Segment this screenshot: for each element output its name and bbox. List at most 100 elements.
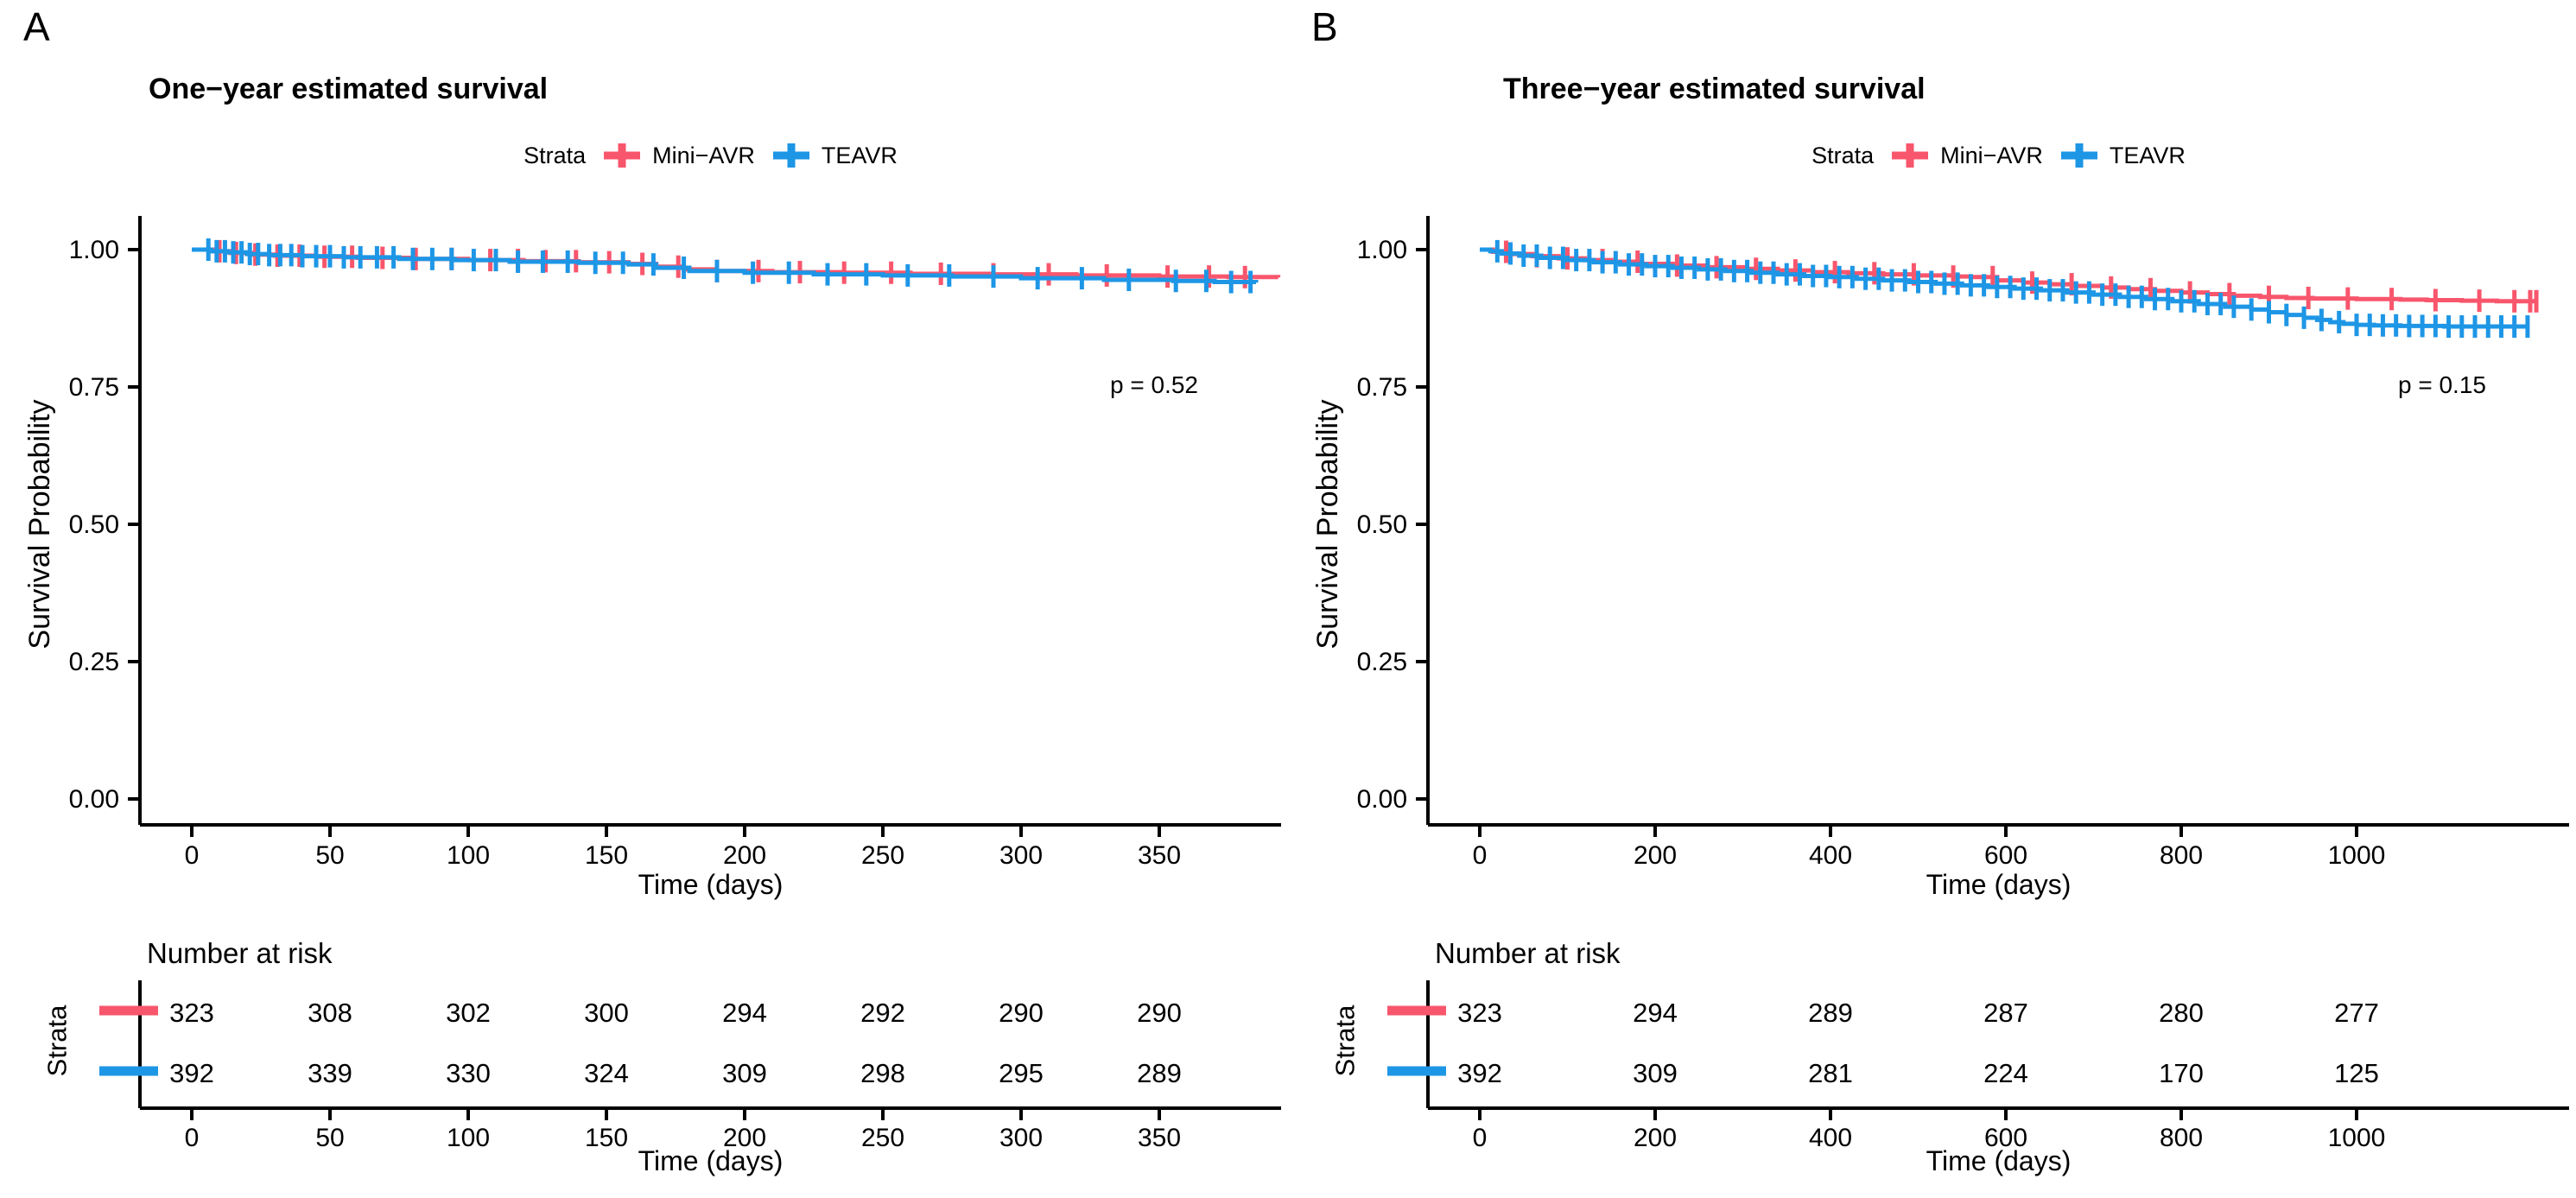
mini-avr-key-icon	[1892, 143, 1929, 168]
risk-count-teavr: 295	[999, 1058, 1044, 1088]
y-tick-label: 0.75	[1357, 373, 1407, 402]
y-tick-label: 0.25	[1357, 648, 1407, 676]
risk-count-teavr: 281	[1808, 1058, 1853, 1088]
risk-count-mini-avr: 277	[2334, 998, 2379, 1028]
legend-title: Strata	[1811, 142, 1875, 168]
plot-title-b: Three−year estimated survival	[1503, 73, 1926, 105]
x-tick-label: 150	[585, 841, 628, 870]
x-tick-label: 400	[1809, 841, 1852, 870]
risk-count-teavr: 330	[446, 1058, 491, 1088]
x-axis-title-a: Time (days)	[638, 869, 784, 900]
risk-count-mini-avr: 294	[1633, 998, 1678, 1028]
risk-x-tick-label: 300	[999, 1124, 1043, 1152]
x-tick-label: 100	[447, 841, 490, 870]
risk-x-tick-label: 0	[1473, 1124, 1488, 1152]
legend-label-teavr: TEAVR	[2109, 142, 2186, 168]
y-tick-label: 0.00	[1357, 785, 1407, 814]
risk-count-mini-avr: 323	[169, 998, 214, 1028]
x-tick-label: 200	[723, 841, 766, 870]
risk-row-key-teavr	[1387, 1066, 1446, 1076]
legend-item-mini-avr: Mini−AVR	[1891, 143, 2043, 169]
risk-table-header-b: Number at risk	[1435, 937, 1621, 969]
x-tick-label: 0	[1473, 841, 1488, 870]
risk-x-tick-label: 0	[185, 1124, 200, 1152]
risk-count-teavr: 125	[2334, 1058, 2379, 1088]
risk-count-mini-avr: 323	[1457, 998, 1502, 1028]
risk-count-mini-avr: 290	[999, 998, 1044, 1028]
risk-count-mini-avr: 280	[2159, 998, 2204, 1028]
x-tick-label: 250	[861, 841, 904, 870]
y-tick-label: 1.00	[69, 236, 119, 264]
risk-row-key-mini-avr	[1387, 1005, 1446, 1016]
risk-count-teavr: 392	[169, 1058, 214, 1088]
risk-count-teavr: 339	[308, 1058, 352, 1088]
legend-item-teavr: TEAVR	[772, 143, 898, 169]
risk-x-tick-label: 1000	[2328, 1124, 2386, 1152]
y-tick-label: 0.00	[69, 785, 119, 814]
risk-count-teavr: 224	[1983, 1058, 2028, 1088]
risk-count-teavr: 324	[584, 1058, 629, 1088]
legend-title: Strata	[523, 142, 587, 168]
legend-label-teavr: TEAVR	[821, 142, 898, 168]
risk-strata-label-b: Strata	[1329, 1005, 1361, 1077]
teavr-key-icon	[772, 143, 809, 168]
x-tick-label: 600	[1984, 841, 2027, 870]
risk-x-tick-label: 250	[861, 1124, 904, 1152]
risk-count-teavr: 309	[722, 1058, 767, 1088]
risk-count-teavr: 170	[2159, 1058, 2204, 1088]
y-tick-label: 0.50	[69, 510, 119, 539]
risk-count-mini-avr: 289	[1808, 998, 1853, 1028]
y-tick-label: 1.00	[1357, 236, 1407, 264]
panel-letter-a: A	[23, 4, 50, 49]
p-value-b: p = 0.15	[2398, 371, 2486, 398]
risk-count-mini-avr: 290	[1137, 998, 1182, 1028]
teavr-key-icon	[2060, 143, 2097, 168]
km-plot-a: 1.00 0.75 0.50 0.25 0.00 0 50 100 150 200 250 300 35…	[69, 216, 1281, 1152]
mini-avr-key-icon	[604, 143, 641, 168]
plot-title-a: One−year estimated survival	[149, 73, 549, 105]
risk-x-axis-title-a: Time (days)	[638, 1145, 784, 1176]
x-tick-label: 200	[1634, 841, 1677, 870]
x-axis-title-b: Time (days)	[1926, 869, 2072, 900]
x-tick-label: 0	[185, 841, 200, 870]
risk-x-tick-label: 50	[315, 1124, 344, 1152]
risk-count-mini-avr: 292	[860, 998, 905, 1028]
risk-x-tick-label: 200	[1634, 1124, 1677, 1152]
x-tick-label: 1000	[2328, 841, 2386, 870]
legend-item-mini-avr: Mini−AVR	[603, 143, 755, 169]
panel-letter-b: B	[1311, 4, 1338, 49]
risk-count-mini-avr: 287	[1983, 998, 2028, 1028]
risk-x-tick-label: 200	[723, 1124, 766, 1152]
panel-b: B Three−year estimated survival Strata M…	[1288, 0, 2576, 1198]
risk-count-mini-avr: 294	[722, 998, 767, 1028]
y-tick-label: 0.75	[69, 373, 119, 402]
risk-x-tick-label: 400	[1809, 1124, 1852, 1152]
panel-a: A One−year estimated survival Strata Min…	[23, 4, 1281, 1176]
x-tick-label: 350	[1138, 841, 1181, 870]
km-curve-teavr	[1480, 247, 2528, 329]
legend-item-teavr: TEAVR	[2060, 143, 2186, 169]
km-curve-mini-avr	[192, 247, 1281, 280]
risk-x-axis-title-b: Time (days)	[1926, 1145, 2072, 1176]
p-value-a: p = 0.52	[1110, 371, 1198, 398]
risk-count-teavr: 289	[1137, 1058, 1182, 1088]
risk-x-tick-label: 800	[2160, 1124, 2203, 1152]
x-tick-label: 50	[315, 841, 344, 870]
risk-x-tick-label: 100	[447, 1124, 490, 1152]
risk-x-tick-label: 350	[1138, 1124, 1181, 1152]
risk-x-tick-label: 600	[1984, 1124, 2027, 1152]
y-tick-label: 0.50	[1357, 510, 1407, 539]
risk-count-teavr: 298	[860, 1058, 905, 1088]
risk-strata-label-a: Strata	[41, 1005, 73, 1077]
risk-x-tick-label: 150	[585, 1124, 628, 1152]
x-tick-label: 300	[999, 841, 1043, 870]
risk-count-teavr: 309	[1633, 1058, 1678, 1088]
risk-count-mini-avr: 302	[446, 998, 491, 1028]
legend-label-mini-avr: Mini−AVR	[1940, 142, 2043, 168]
risk-count-teavr: 392	[1457, 1058, 1502, 1088]
legend-b: Strata Mini−AVR TEAVR	[1428, 136, 2569, 174]
y-tick-label: 0.25	[69, 648, 119, 676]
x-tick-label: 800	[2160, 841, 2203, 870]
legend-a: Strata Mini−AVR TEAVR	[140, 136, 1281, 174]
